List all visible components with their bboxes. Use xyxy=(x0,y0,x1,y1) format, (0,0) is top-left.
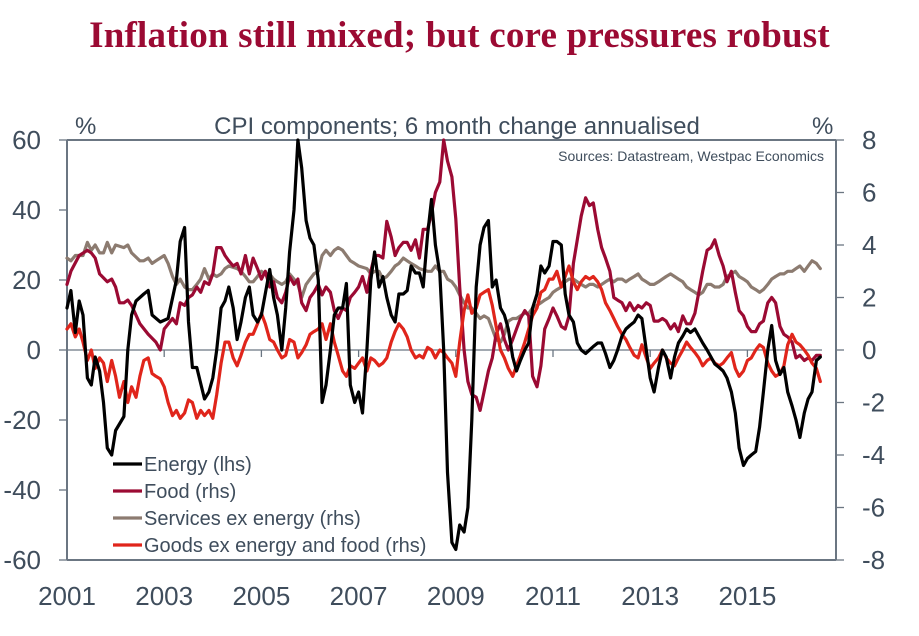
x-tick-label: 2007 xyxy=(330,581,388,611)
legend-label: Goods ex energy and food (rhs) xyxy=(144,535,426,557)
right-tick-label: -8 xyxy=(862,545,885,575)
legend-label: Food (rhs) xyxy=(144,481,236,503)
plot-frame xyxy=(59,139,844,561)
left-tick-label: 0 xyxy=(27,335,41,365)
left-tick-label: -40 xyxy=(3,475,41,505)
x-tick-label: 2001 xyxy=(38,581,96,611)
x-tick-label: 2003 xyxy=(135,581,193,611)
series-line-energy-lhs xyxy=(65,138,822,552)
right-tick-label: 6 xyxy=(862,178,876,208)
legend-label: Energy (lhs) xyxy=(144,454,252,476)
right-tick-label: -2 xyxy=(862,388,885,418)
right-tick-label: 4 xyxy=(862,230,876,260)
series-layer xyxy=(65,138,822,552)
x-tick-label: 2005 xyxy=(232,581,290,611)
chart-title: CPI components; 6 month change annualise… xyxy=(214,113,700,140)
x-tick-label: 2011 xyxy=(525,581,581,611)
right-tick-label: -6 xyxy=(862,493,885,523)
right-tick-label: 0 xyxy=(862,335,876,365)
x-tick-label: 2013 xyxy=(621,581,679,611)
left-tick-label: 20 xyxy=(12,265,41,295)
legend-label: Services ex energy (rhs) xyxy=(144,508,361,530)
right-axis-unit: % xyxy=(812,113,833,140)
left-tick-label: -60 xyxy=(3,545,41,575)
series-line-food-rhs xyxy=(65,138,822,412)
x-tick-label: 2009 xyxy=(427,581,485,611)
left-tick-label: 60 xyxy=(12,125,41,155)
right-tick-label: 2 xyxy=(862,283,876,313)
page-title: Inflation still mixed; but core pressure… xyxy=(89,15,830,56)
left-tick-label: -20 xyxy=(3,405,41,435)
x-tick-label: 2015 xyxy=(718,581,776,611)
right-tick-label: 8 xyxy=(862,125,876,155)
source-note: Sources: Datastream, Westpac Economics xyxy=(558,148,824,164)
left-tick-label: 40 xyxy=(12,195,41,225)
right-tick-label: -4 xyxy=(862,440,885,470)
left-axis-unit: % xyxy=(75,113,96,140)
legend: Energy (lhs) Food (rhs) Services ex energy… xyxy=(113,454,426,557)
